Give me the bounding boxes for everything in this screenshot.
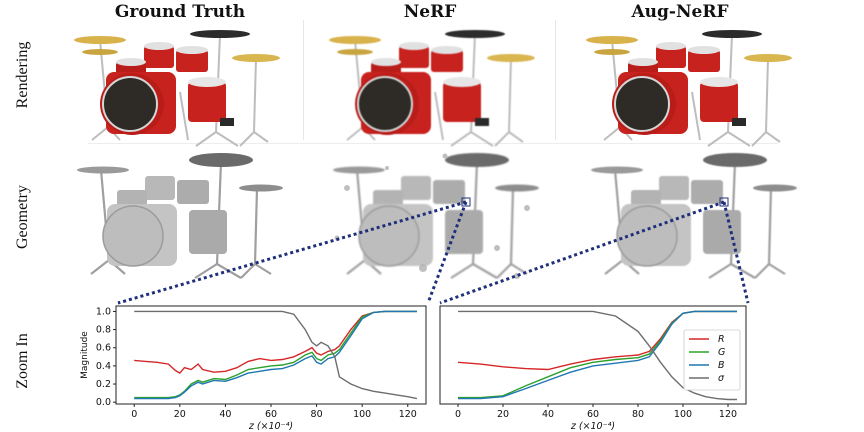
y-tick-label: 0.6 bbox=[96, 343, 111, 354]
x-tick-label: 60 bbox=[265, 409, 277, 420]
legend-label: G bbox=[718, 347, 725, 358]
x-axis-label: z (×10⁻⁴) bbox=[570, 421, 615, 430]
x-tick-label: 0 bbox=[455, 409, 461, 420]
x-tick-label: 0 bbox=[131, 409, 137, 420]
y-tick-label: 1.0 bbox=[96, 306, 111, 317]
x-tick-label: 20 bbox=[497, 409, 509, 420]
y-tick-label: 0.2 bbox=[96, 379, 111, 390]
x-tick-label: 40 bbox=[219, 409, 231, 420]
x-axis-label: z (×10⁻⁴) bbox=[248, 421, 293, 430]
y-tick-label: 0.0 bbox=[96, 397, 111, 408]
x-tick-label: 40 bbox=[542, 409, 554, 420]
x-tick-label: 60 bbox=[587, 409, 599, 420]
x-tick-label: 80 bbox=[311, 409, 323, 420]
x-tick-label: 120 bbox=[719, 409, 737, 420]
y-tick-label: 0.8 bbox=[96, 325, 111, 336]
legend-label: R bbox=[718, 334, 725, 345]
y-tick-label: 0.4 bbox=[96, 361, 111, 372]
plot-frame bbox=[116, 306, 426, 404]
y-axis-label: Magnitude bbox=[80, 331, 90, 379]
zoom-chart-nerf: 0 20 40 60 80 100 120 0.0 0.2 0.4 0.6 0.8 1.0 z (×10⁻… bbox=[78, 302, 432, 430]
legend-label: B bbox=[718, 360, 725, 371]
legend-label: σ bbox=[718, 373, 725, 384]
x-tick-label: 100 bbox=[353, 409, 371, 420]
x-tick-label: 80 bbox=[632, 409, 644, 420]
x-tick-label: 100 bbox=[674, 409, 692, 420]
x-tick-label: 20 bbox=[174, 409, 186, 420]
x-tick-label: 120 bbox=[399, 409, 417, 420]
